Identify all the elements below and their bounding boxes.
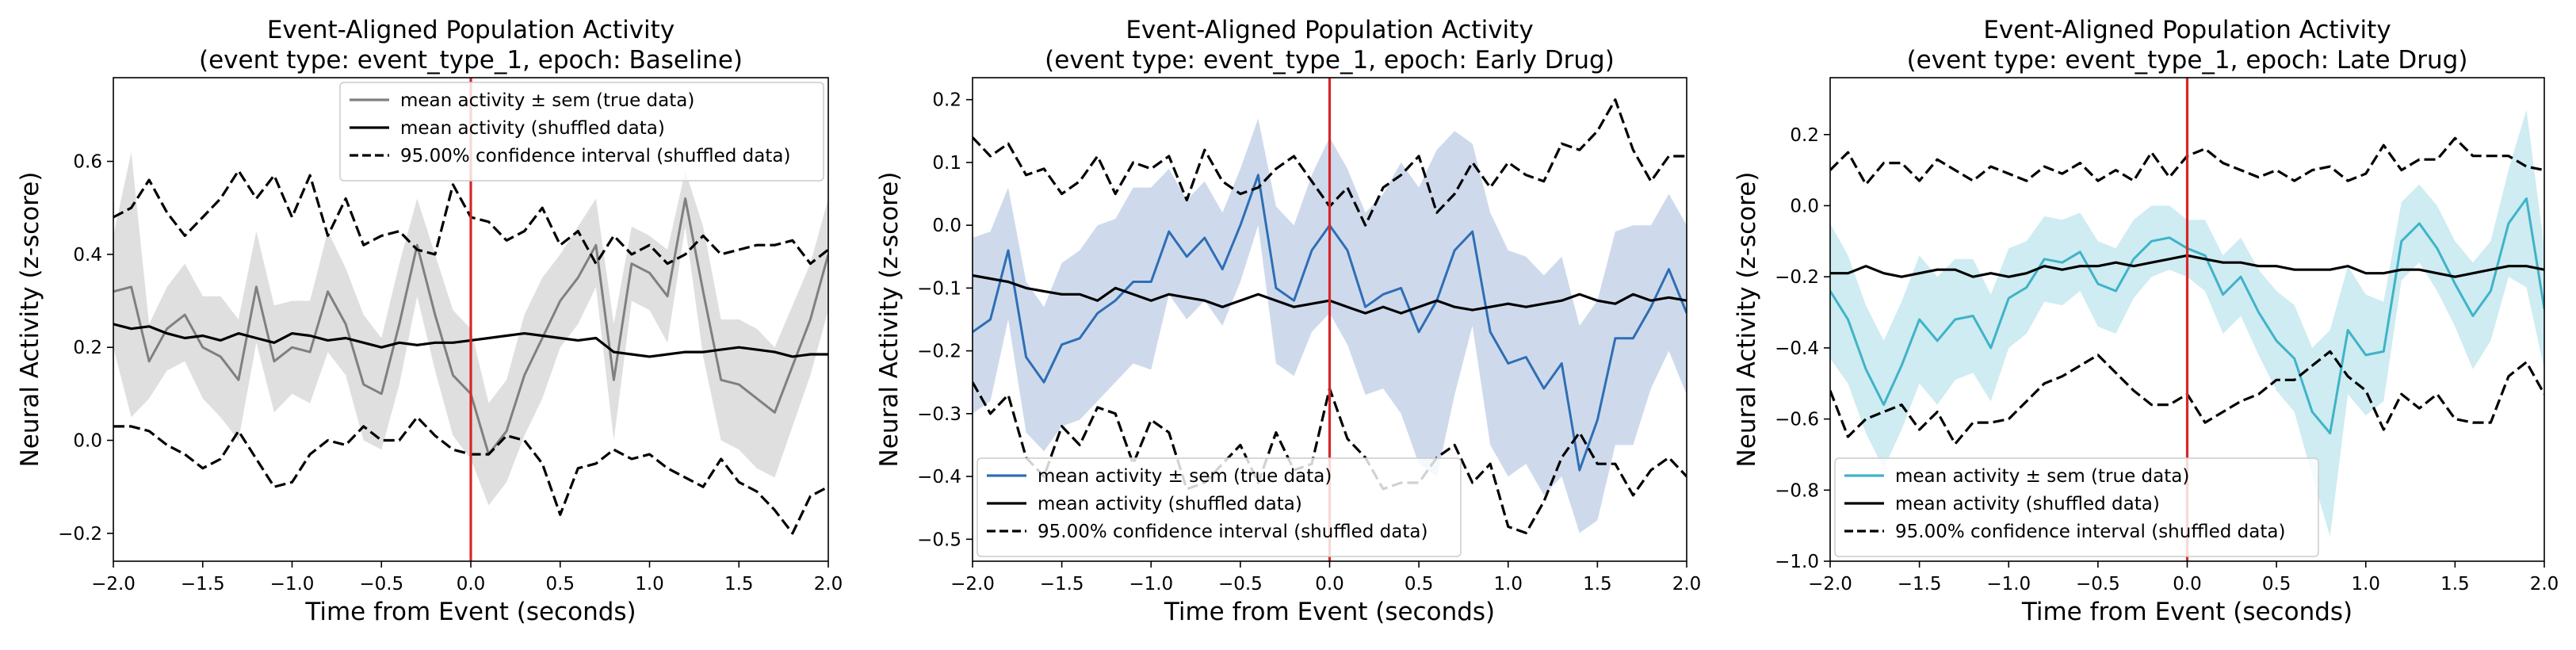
legend-label: mean activity (shuffled data) xyxy=(1895,494,2160,514)
chart-panel-baseline: Event-Aligned Population Activity (event… xyxy=(16,16,843,626)
y-tick-label: −0.3 xyxy=(917,404,961,425)
y-tick-label: 0.0 xyxy=(1790,196,1819,216)
x-tick-label: 0.0 xyxy=(457,574,486,595)
y-axis-label: Neural Activity (z-score) xyxy=(16,172,44,468)
y-tick-label: −0.6 xyxy=(1775,410,1819,430)
chart-subtitle: (event type: event_type_1, epoch: Early … xyxy=(1045,46,1615,75)
x-axis-label: Time from Event (seconds) xyxy=(2021,598,2352,626)
x-tick-label: 1.0 xyxy=(2351,574,2380,595)
x-tick-label: 1.5 xyxy=(2440,574,2470,595)
x-tick-label: 2.0 xyxy=(2530,574,2559,595)
chart-title: Event-Aligned Population Activity xyxy=(267,16,675,44)
y-tick-label: −0.8 xyxy=(1775,480,1819,501)
y-tick-label: −0.4 xyxy=(1775,338,1819,359)
x-tick-label: 1.0 xyxy=(1493,574,1523,595)
y-tick-label: 0.0 xyxy=(73,431,102,452)
y-tick-label: −1.0 xyxy=(1775,552,1819,572)
x-tick-label: 2.0 xyxy=(814,574,843,595)
y-tick-label: 0.4 xyxy=(73,245,102,266)
x-tick-label: −2.0 xyxy=(91,574,136,595)
x-tick-label: 2.0 xyxy=(1672,574,1702,595)
y-tick-label: 0.2 xyxy=(932,90,961,111)
y-tick-label: 0.2 xyxy=(1790,125,1819,146)
plot-area xyxy=(1830,78,2544,561)
x-tick-label: −2.0 xyxy=(950,574,995,595)
legend-label: mean activity ± sem (true data) xyxy=(1895,466,2189,487)
x-tick-label: −1.0 xyxy=(1129,574,1173,595)
legend-label: mean activity (shuffled data) xyxy=(1038,494,1302,514)
legend-label: 95.00% confidence interval (shuffled dat… xyxy=(400,146,790,166)
chart-subtitle: (event type: event_type_1, epoch: Baseli… xyxy=(199,46,743,75)
chart-title: Event-Aligned Population Activity xyxy=(1126,16,1533,44)
legend-label: mean activity (shuffled data) xyxy=(400,118,665,139)
x-tick-label: −1.5 xyxy=(1898,574,1942,595)
x-tick-label: 1.5 xyxy=(724,574,754,595)
sem-band xyxy=(973,118,1687,533)
x-tick-label: −1.0 xyxy=(270,574,315,595)
x-tick-label: 1.0 xyxy=(635,574,664,595)
legend-label: mean activity ± sem (true data) xyxy=(1038,466,1332,487)
y-tick-label: −0.1 xyxy=(917,278,961,299)
chart-title: Event-Aligned Population Activity xyxy=(1983,16,2391,44)
x-tick-label: 0.5 xyxy=(545,574,575,595)
x-tick-label: −2.0 xyxy=(1808,574,1852,595)
x-tick-label: 0.5 xyxy=(2262,574,2291,595)
x-tick-label: −1.0 xyxy=(1986,574,2031,595)
x-tick-label: −0.5 xyxy=(1218,574,1263,595)
x-tick-label: −0.5 xyxy=(2076,574,2120,595)
x-tick-label: 1.5 xyxy=(1583,574,1612,595)
legend: mean activity ± sem (true data) mean acti… xyxy=(1834,457,2319,557)
x-axis-label: Time from Event (seconds) xyxy=(1164,598,1495,626)
legend: mean activity ± sem (true data) mean acti… xyxy=(339,82,824,182)
y-tick-label: 0.6 xyxy=(73,152,102,173)
y-tick-label: −0.2 xyxy=(917,342,961,362)
y-tick-label: 0.0 xyxy=(932,216,961,236)
y-axis-label: Neural Activity (z-score) xyxy=(1733,172,1761,468)
legend: mean activity ± sem (true data) mean acti… xyxy=(977,457,1462,557)
legend-label: mean activity ± sem (true data) xyxy=(400,90,694,111)
y-tick-label: −0.5 xyxy=(917,530,961,550)
x-tick-label: −1.5 xyxy=(181,574,225,595)
legend-label: 95.00% confidence interval (shuffled dat… xyxy=(1895,522,2285,542)
y-tick-label: −0.4 xyxy=(917,467,961,488)
y-tick-label: −0.2 xyxy=(1775,267,1819,288)
x-tick-label: −0.5 xyxy=(359,574,403,595)
legend-box xyxy=(977,457,1462,557)
y-axis-label: Neural Activity (z-score) xyxy=(875,172,904,468)
x-tick-label: 0.5 xyxy=(1405,574,1434,595)
legend-label: 95.00% confidence interval (shuffled dat… xyxy=(1038,522,1428,542)
chart-subtitle: (event type: event_type_1, epoch: Late D… xyxy=(1907,46,2468,75)
y-tick-label: 0.2 xyxy=(73,338,102,358)
legend-box xyxy=(1834,457,2319,557)
chart-panel-early-drug: Event-Aligned Population Activity (event… xyxy=(875,16,1701,626)
legend-box xyxy=(339,82,824,182)
x-tick-label: −1.5 xyxy=(1040,574,1084,595)
sem-band xyxy=(1830,109,2544,537)
y-tick-label: 0.1 xyxy=(932,153,961,174)
y-tick-label: −0.2 xyxy=(58,524,102,545)
x-tick-label: 0.0 xyxy=(2173,574,2202,595)
chart-panel-late-drug: Event-Aligned Population Activity (event… xyxy=(1733,16,2559,626)
x-tick-label: 0.0 xyxy=(1315,574,1344,595)
x-axis-label: Time from Event (seconds) xyxy=(304,598,636,626)
